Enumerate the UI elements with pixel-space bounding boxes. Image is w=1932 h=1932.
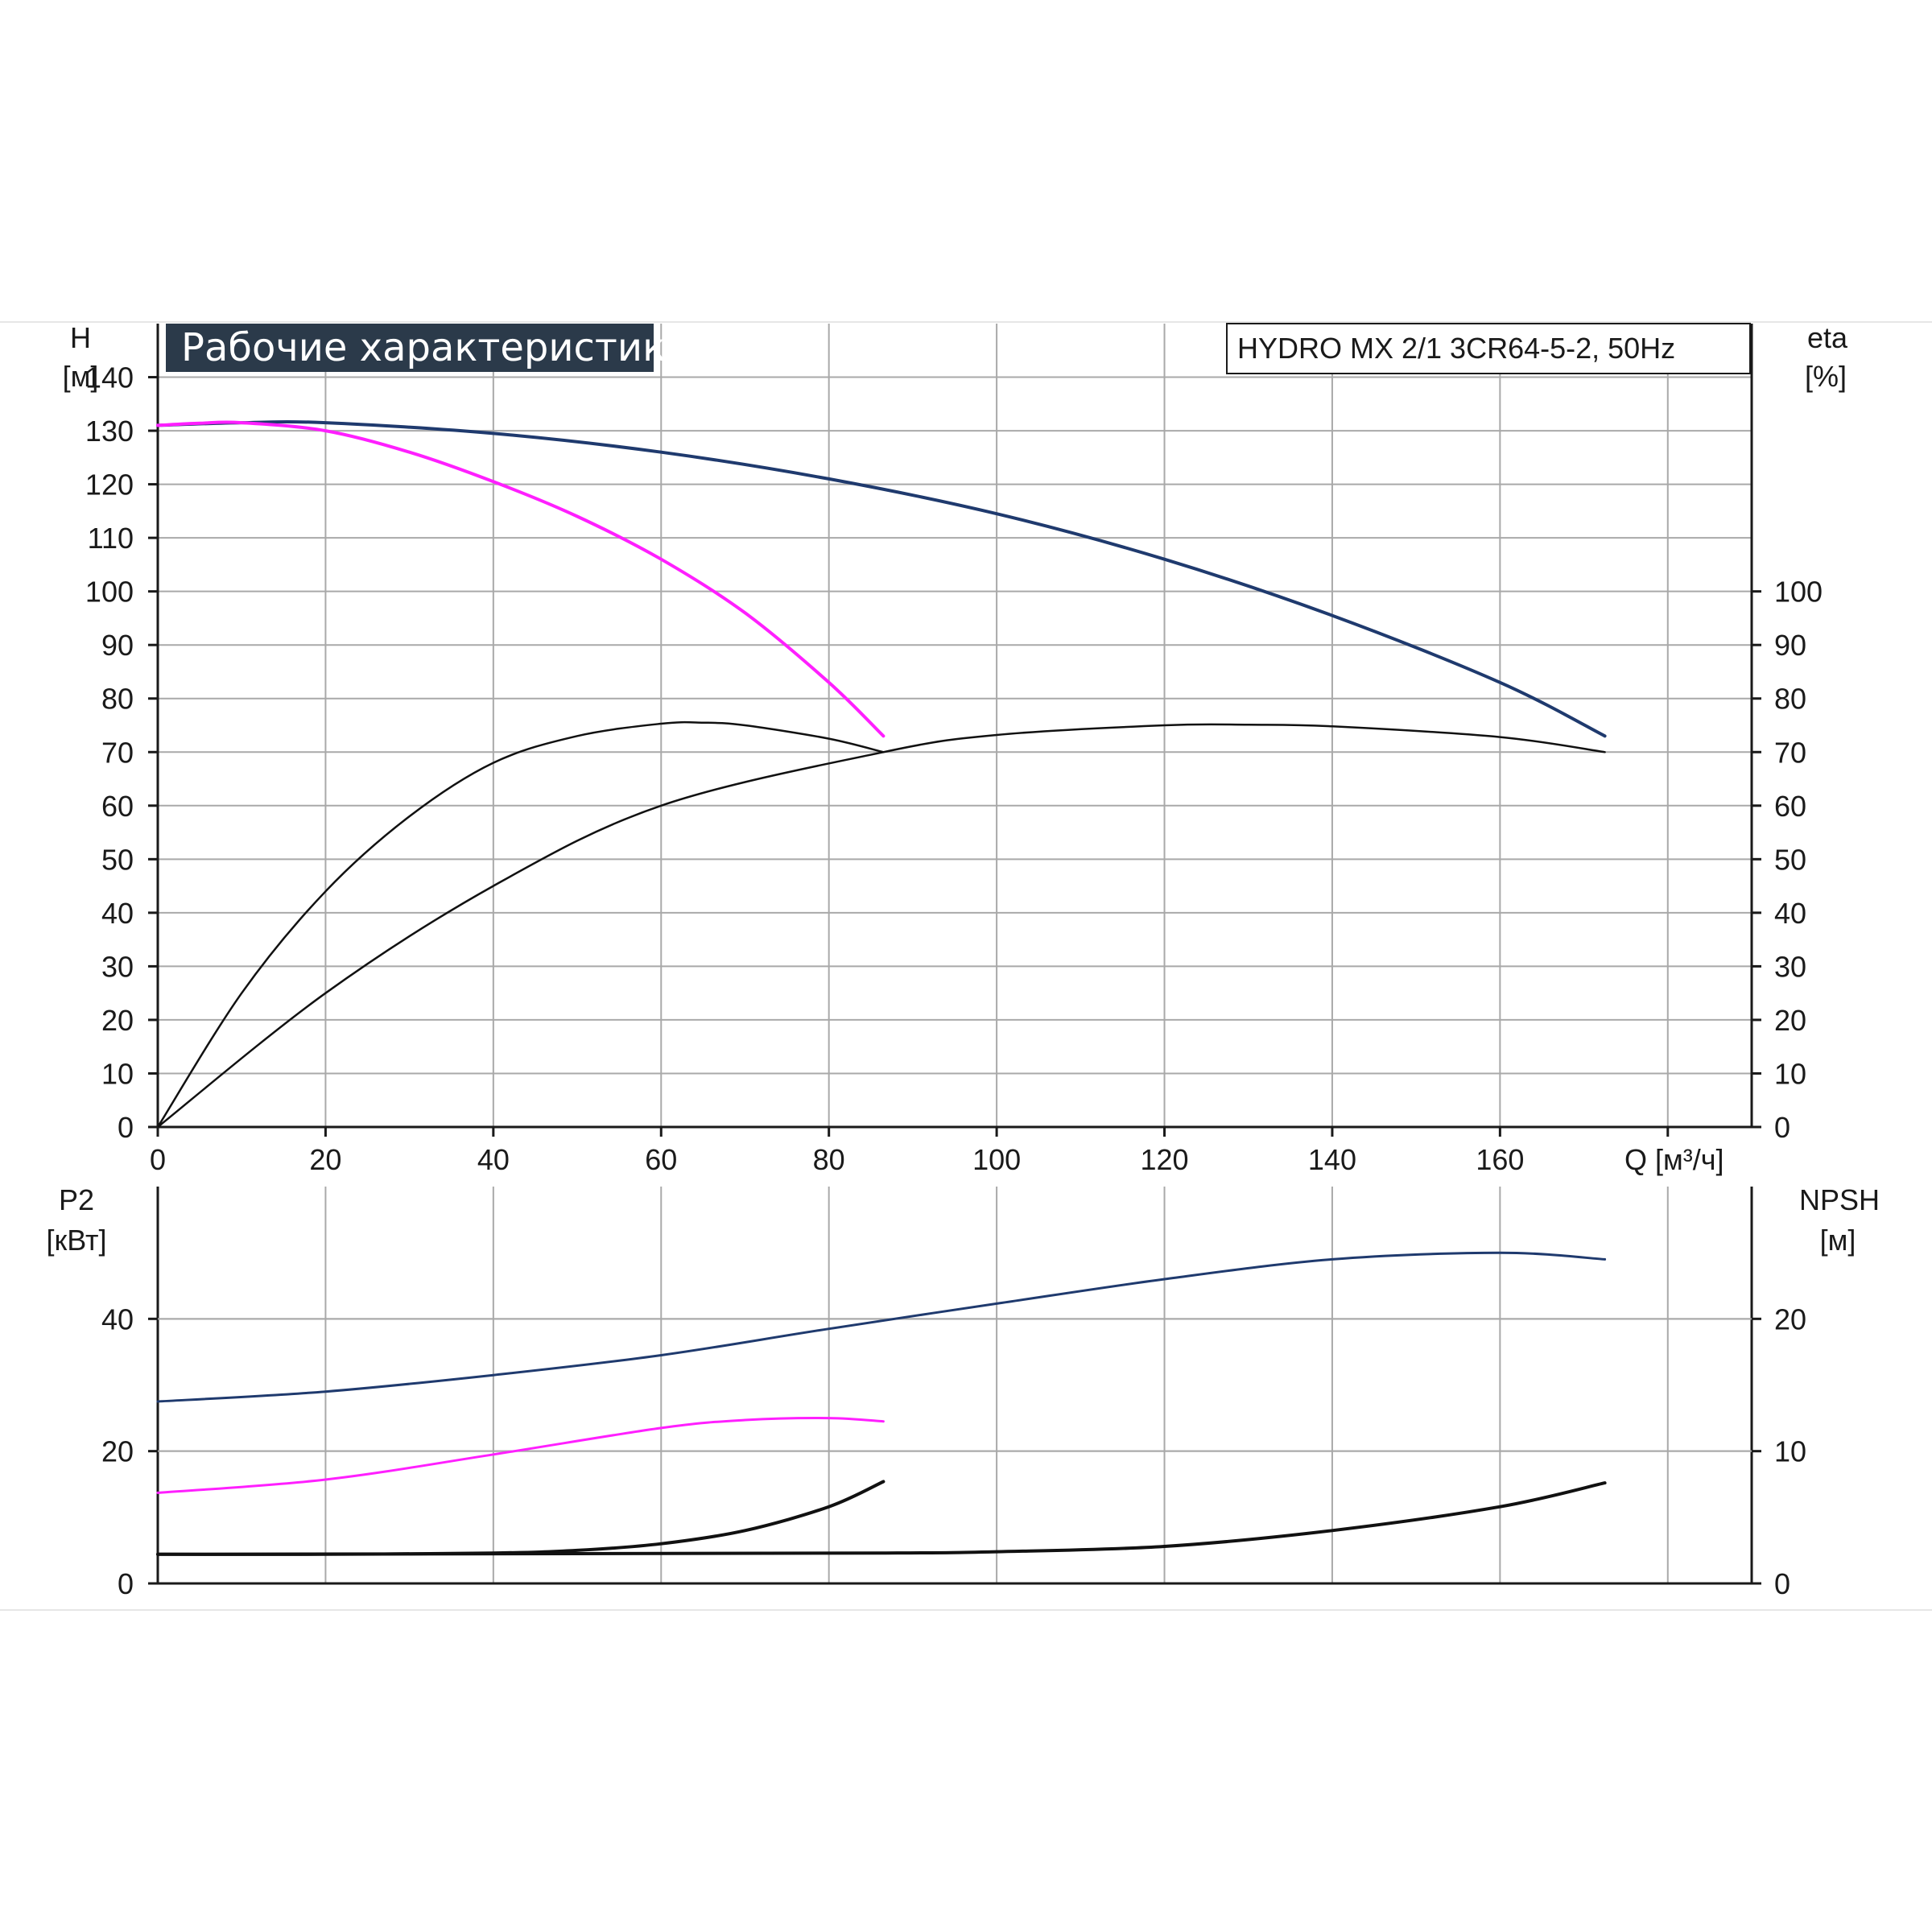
top-right-tick-label: 20 [1774,1004,1806,1037]
y-right-unit-bottom: [м] [1820,1224,1856,1257]
top-right-tick-label: 10 [1774,1057,1806,1090]
top-left-tick-label: 50 [101,843,134,876]
y-left-unit-bottom: [кВт] [46,1224,106,1257]
bottom-panel-grid [156,1187,1753,1585]
top-left-tick-label: 120 [85,469,134,502]
top-left-tick-label: 0 [118,1111,134,1144]
top-left-tick-label: 70 [101,736,134,769]
top-panel-ticks: 0 10 20 30 40 50 60 70 80 90 100 110 120 130 140 0 10 20 3… [85,361,1823,1176]
bottom-left-tick-label: 20 [101,1435,134,1468]
model-label: HYDRO MX 2/1 3CR64-5-2, 50Hz [1237,332,1675,365]
top-right-tick-label: 90 [1774,629,1806,662]
bottom-right-tick-label: 20 [1774,1302,1806,1335]
top-panel-series [156,419,1607,1129]
bottom-series-0-line [156,1251,1607,1403]
x-tick-label: 80 [813,1143,845,1176]
top-series-2-line [156,720,885,1129]
y-right-title-bottom: NPSH [1799,1183,1880,1216]
top-right-tick-label: 70 [1774,736,1806,769]
top-right-tick-label: 30 [1774,950,1806,983]
top-left-tick-label: 40 [101,897,134,930]
top-left-tick-label: 90 [101,629,134,662]
x-axis-title: Q [м³/ч] [1624,1143,1724,1176]
x-tick-label: 20 [309,1143,341,1176]
top-series-3-line [156,723,1606,1129]
chart-title-box [166,324,654,372]
top-series-0-line [156,419,1607,738]
bottom-panel-series [156,1251,1607,1556]
y-left-unit-top: [м] [63,360,99,393]
y-left-title-top: H [70,321,91,354]
bottom-right-tick-label: 10 [1774,1435,1806,1468]
top-left-tick-label: 110 [88,522,134,555]
bottom-series-3-line [156,1481,1607,1556]
top-right-tick-label: 60 [1774,790,1806,823]
bottom-right-tick-label: 0 [1774,1567,1790,1600]
top-series-1-line [156,420,886,738]
top-left-tick-label: 20 [101,1004,134,1037]
top-left-tick-label: 100 [85,576,134,609]
top-left-tick-label: 60 [101,790,134,823]
top-right-tick-label: 0 [1774,1111,1790,1144]
bottom-left-tick-label: 40 [101,1302,134,1335]
top-right-tick-label: 100 [1774,576,1823,609]
top-left-tick-label: 140 [85,361,134,394]
bottom-series-2-line [156,1480,886,1556]
model-label-box [1226,323,1751,374]
top-left-tick-label: 30 [101,950,134,983]
top-left-tick-label: 10 [101,1057,134,1090]
x-tick-label: 140 [1308,1143,1356,1176]
top-right-tick-label: 80 [1774,683,1806,716]
top-right-tick-label: 40 [1774,897,1806,930]
x-tick-label: 40 [477,1143,510,1176]
x-tick-label: 120 [1140,1143,1188,1176]
x-tick-label: 160 [1476,1143,1524,1176]
x-tick-label: 100 [972,1143,1021,1176]
y-left-title-bottom: P2 [59,1183,94,1216]
bottom-left-tick-label: 0 [118,1567,134,1600]
x-tick-label: 0 [150,1143,166,1176]
top-left-tick-label: 80 [101,683,134,716]
y-right-unit-top: [%] [1805,360,1847,393]
bottom-panel-ticks: 0 20 40 0 10 20 [101,1302,1806,1600]
top-left-tick-label: 130 [85,415,134,448]
x-tick-label: 60 [645,1143,677,1176]
y-right-title-top: eta [1807,321,1848,354]
bottom-series-1-line [156,1417,885,1494]
chart-title: Рабочие характеристики [181,325,691,370]
top-panel-grid [156,324,1753,1129]
top-right-tick-label: 50 [1774,843,1806,876]
